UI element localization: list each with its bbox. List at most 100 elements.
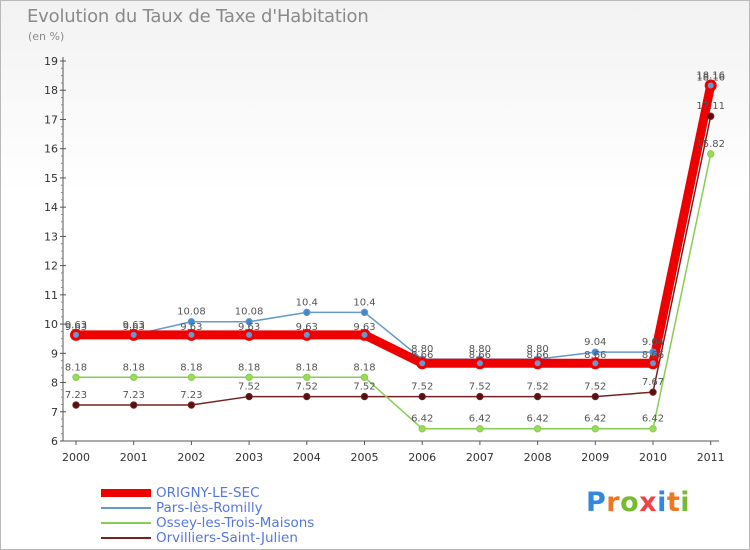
data-label: 15.82 — [696, 139, 725, 150]
data-label: 6.42 — [584, 414, 606, 425]
x-tick-label: 2008 — [524, 451, 552, 464]
y-tick-label: 19 — [44, 55, 58, 68]
data-point — [304, 374, 310, 380]
data-label: 8.66 — [526, 350, 548, 361]
data-label: 9.04 — [642, 337, 664, 348]
legend-item-origny: ORIGNY-LE-SEC — [101, 485, 314, 500]
data-label: 9.63 — [123, 322, 145, 333]
data-label: 8.18 — [180, 362, 202, 373]
data-point — [592, 426, 598, 432]
data-label: 6.42 — [526, 414, 548, 425]
y-tick-label: 9 — [51, 347, 58, 360]
data-label: 18.16 — [696, 73, 725, 84]
legend-label-ossey: Ossey-les-Trois-Maisons — [156, 515, 314, 531]
data-label: 9.63 — [238, 322, 260, 333]
data-label: 7.52 — [584, 382, 606, 393]
legend-swatch-ossey — [101, 522, 151, 524]
data-label: 7.52 — [469, 382, 491, 393]
data-label: 17.11 — [696, 101, 725, 112]
x-tick-label: 2000 — [62, 451, 90, 464]
data-point — [246, 374, 252, 380]
data-label: 6.42 — [411, 414, 433, 425]
data-label: 6.42 — [642, 414, 664, 425]
data-label: 7.67 — [642, 377, 664, 388]
data-label: 10.4 — [296, 297, 318, 308]
data-point — [246, 393, 252, 399]
x-tick-label: 2001 — [120, 451, 148, 464]
legend-item-pars: Pars-lès-Romilly — [101, 500, 314, 515]
data-label: 7.52 — [296, 382, 318, 393]
y-tick-label: 7 — [51, 406, 58, 419]
y-tick-label: 6 — [51, 435, 58, 448]
data-label: 9.63 — [180, 322, 202, 333]
y-tick-label: 15 — [44, 172, 58, 185]
data-label: 7.23 — [65, 390, 87, 401]
data-point — [708, 151, 714, 157]
x-tick-label: 2007 — [466, 451, 494, 464]
data-point — [188, 402, 194, 408]
series-line-1 — [76, 86, 711, 360]
data-label: 8.18 — [296, 362, 318, 373]
data-point — [304, 393, 310, 399]
data-label: 8.66 — [469, 350, 491, 361]
x-tick-label: 2011 — [697, 451, 725, 464]
data-label: 8.18 — [238, 362, 260, 373]
series-line-0 — [76, 86, 711, 364]
x-tick-label: 2006 — [408, 451, 436, 464]
data-point — [361, 393, 367, 399]
logo-letter: x — [639, 487, 657, 518]
legend-swatch-orvilliers — [101, 537, 151, 539]
data-label: 8.18 — [123, 362, 145, 373]
x-tick-label: 2002 — [177, 451, 205, 464]
y-tick-label: 8 — [51, 377, 58, 390]
data-label: 10.08 — [177, 307, 206, 318]
legend-swatch-pars — [101, 507, 151, 509]
legend-label-origny: ORIGNY-LE-SEC — [156, 485, 260, 501]
y-tick-label: 10 — [44, 318, 58, 331]
data-point — [131, 402, 137, 408]
data-label: 8.18 — [353, 362, 375, 373]
data-point — [361, 309, 367, 315]
x-tick-label: 2003 — [235, 451, 263, 464]
y-tick-label: 16 — [44, 143, 58, 156]
data-point — [534, 426, 540, 432]
data-label: 8.66 — [584, 350, 606, 361]
y-tick-label: 14 — [44, 201, 58, 214]
data-label: 8.66 — [642, 350, 664, 361]
data-point — [477, 426, 483, 432]
legend-label-orvilliers: Orvilliers-Saint-Julien — [156, 530, 298, 546]
data-label: 8.66 — [411, 350, 433, 361]
data-label: 7.23 — [123, 390, 145, 401]
data-point — [650, 426, 656, 432]
legend-swatch-origny — [101, 489, 151, 497]
data-label: 9.04 — [584, 337, 606, 348]
data-point — [304, 309, 310, 315]
x-tick-label: 2004 — [293, 451, 321, 464]
x-tick-label: 2010 — [639, 451, 667, 464]
data-point — [477, 393, 483, 399]
data-point — [73, 402, 79, 408]
series-line-2 — [76, 154, 711, 429]
data-point — [73, 374, 79, 380]
data-label: 7.52 — [238, 382, 260, 393]
data-label: 7.23 — [180, 390, 202, 401]
line-chart: 6789101112131415161718192000 2001 2002 2003… — [1, 1, 749, 549]
data-label: 7.52 — [411, 382, 433, 393]
data-point — [361, 374, 367, 380]
data-point — [131, 374, 137, 380]
y-tick-label: 13 — [44, 230, 58, 243]
y-tick-label: 18 — [44, 84, 58, 97]
data-label: 9.63 — [296, 322, 318, 333]
data-label: 6.42 — [469, 414, 491, 425]
data-label: 7.52 — [526, 382, 548, 393]
data-point — [708, 113, 714, 119]
legend-item-orvilliers: Orvilliers-Saint-Julien — [101, 530, 314, 545]
data-label: 7.52 — [353, 382, 375, 393]
data-point — [534, 393, 540, 399]
data-label: 10.08 — [235, 307, 264, 318]
data-point — [592, 393, 598, 399]
data-point — [188, 374, 194, 380]
data-label: 9.63 — [65, 322, 87, 333]
x-tick-label: 2005 — [351, 451, 379, 464]
y-tick-label: 17 — [44, 113, 58, 126]
